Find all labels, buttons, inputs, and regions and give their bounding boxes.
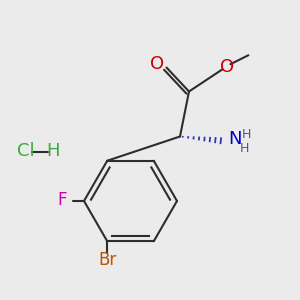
- Text: H: H: [242, 128, 251, 141]
- Text: O: O: [220, 58, 234, 76]
- Text: O: O: [150, 55, 165, 73]
- Text: Br: Br: [98, 251, 116, 269]
- Text: F: F: [58, 191, 67, 209]
- Text: N: N: [228, 130, 242, 148]
- Text: H: H: [240, 142, 249, 155]
- Text: H: H: [47, 142, 60, 160]
- Text: Cl: Cl: [17, 142, 34, 160]
